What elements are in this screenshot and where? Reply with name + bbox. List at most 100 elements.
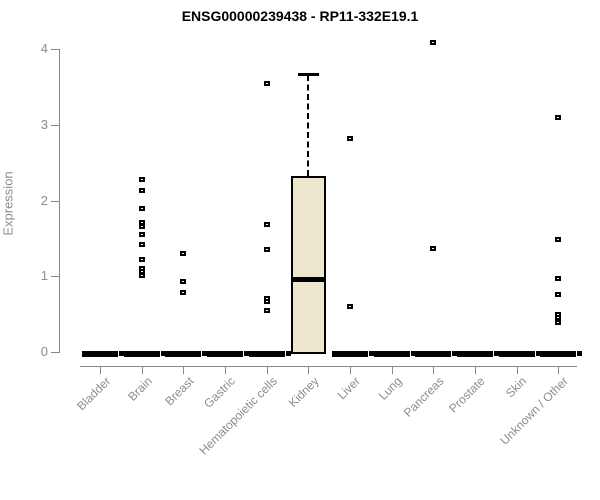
x-axis-label: Pancreas [400, 374, 447, 420]
whisker-cap [297, 72, 319, 76]
y-tick [51, 200, 59, 202]
data-point-center [140, 222, 143, 223]
median-line [290, 276, 326, 282]
data-point-center [265, 300, 268, 302]
data-point-center [265, 82, 268, 84]
data-point [555, 114, 562, 120]
data-point [180, 279, 187, 285]
y-axis-line [59, 49, 60, 353]
zero-data-point [119, 351, 124, 356]
data-point-center [140, 178, 143, 180]
zero-data-point [452, 351, 458, 356]
data-point [555, 320, 562, 325]
zero-data-point [244, 351, 249, 356]
data-point [138, 257, 145, 263]
data-point-center [140, 259, 143, 261]
data-point-center [140, 275, 143, 276]
data-point-center [182, 253, 185, 254]
x-axis-label: Gastric [201, 374, 238, 411]
data-point-center [432, 41, 435, 43]
data-point-center [265, 249, 268, 251]
y-tick [51, 49, 59, 50]
data-point-center [140, 243, 143, 245]
x-axis-label: Bladder [73, 374, 113, 414]
data-point-center [140, 190, 143, 192]
zero-box-bar [165, 350, 202, 357]
x-tick [391, 366, 393, 374]
y-axis-title: Expression [0, 171, 16, 236]
data-point-center [349, 137, 351, 139]
x-axis-label: Kidney [285, 374, 322, 410]
zero-box-bar [373, 350, 410, 357]
data-point [263, 307, 270, 313]
x-axis-label: Prostate [446, 374, 488, 416]
x-axis-label: Lung [375, 374, 405, 403]
data-point-center [557, 116, 560, 118]
data-point-center [557, 313, 560, 315]
zero-box-bar [540, 350, 577, 357]
data-point [430, 245, 437, 251]
data-point-center [140, 234, 143, 236]
x-axis-label: Liver [334, 374, 363, 403]
zero-data-point [369, 351, 374, 356]
data-point [263, 222, 270, 228]
y-tick-label: 3 [40, 116, 48, 132]
data-point-center [557, 322, 560, 323]
data-point [555, 291, 562, 297]
data-point-center [265, 297, 268, 299]
data-point-center [557, 278, 560, 279]
data-point [138, 176, 145, 182]
data-point-center [140, 225, 143, 227]
data-point [138, 266, 145, 272]
x-tick [516, 366, 518, 374]
data-point [138, 188, 145, 194]
zero-data-point [577, 351, 583, 356]
data-point [347, 135, 353, 141]
zero-data-point [410, 351, 416, 356]
data-point-center [140, 271, 143, 273]
y-tick-label: 0 [40, 344, 48, 359]
zero-box-bar [123, 350, 160, 357]
zero-data-point [535, 351, 541, 356]
x-axis-label: Hematopoietic cells [196, 374, 280, 458]
x-tick [183, 366, 185, 374]
data-point [180, 289, 187, 295]
data-point [347, 304, 353, 310]
data-point-center [140, 207, 143, 209]
zero-data-point [494, 351, 499, 356]
data-point [138, 273, 145, 278]
x-tick [308, 366, 310, 374]
x-tick [558, 366, 560, 374]
x-tick [225, 366, 226, 374]
x-tick [433, 366, 435, 374]
data-point-center [140, 268, 143, 270]
x-axis-line [80, 366, 577, 367]
x-tick [475, 366, 476, 374]
data-point-center [265, 309, 268, 311]
zero-data-point [285, 351, 291, 356]
whisker-line [307, 74, 310, 177]
data-point [180, 251, 187, 256]
data-point [555, 276, 562, 281]
data-point-center [349, 306, 351, 308]
zero-box-bar [207, 350, 243, 357]
data-point-center [557, 238, 560, 240]
data-point [138, 220, 145, 225]
data-point [263, 80, 270, 86]
y-tick [51, 276, 59, 278]
zero-box-bar [415, 350, 452, 357]
data-point [138, 223, 145, 229]
data-point [138, 269, 145, 275]
data-point [555, 236, 562, 242]
zero-box-bar [498, 350, 535, 357]
y-tick [51, 352, 59, 353]
x-axis-label: Brain [124, 374, 155, 404]
data-point-center [557, 293, 560, 295]
zero-box-bar [248, 350, 285, 357]
y-tick-label: 2 [40, 192, 48, 208]
data-point [138, 232, 145, 238]
zero-data-point [202, 351, 208, 356]
y-tick-label: 1 [40, 268, 48, 284]
x-tick [100, 366, 101, 374]
